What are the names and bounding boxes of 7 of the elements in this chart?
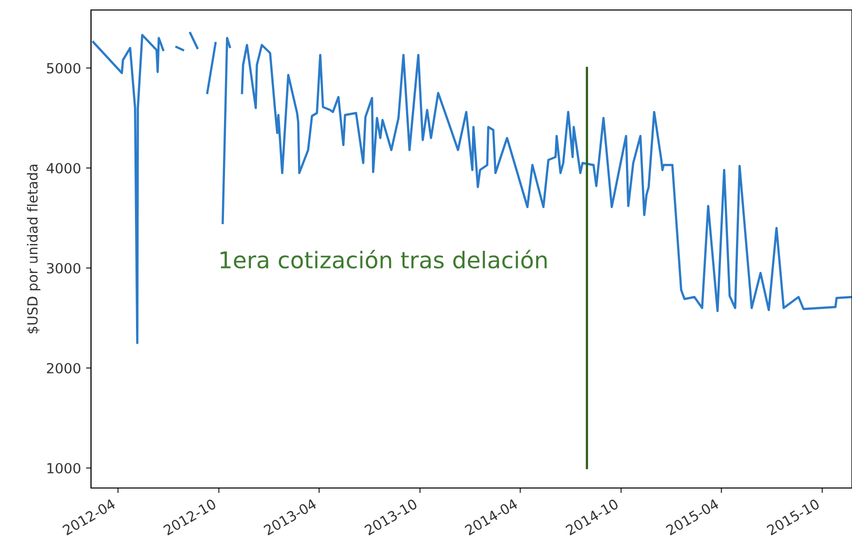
- y-tick-label: 2000: [46, 362, 80, 374]
- y-tick-label: 4000: [46, 162, 80, 174]
- y-tick-label: 3000: [46, 262, 80, 274]
- y-tick-label: 5000: [47, 62, 80, 74]
- y-tick-label: 1000: [47, 462, 80, 474]
- y-axis-title: $USD por unidad fletada: [26, 164, 40, 334]
- annotation: 1era cotización tras delación: [220, 250, 547, 269]
